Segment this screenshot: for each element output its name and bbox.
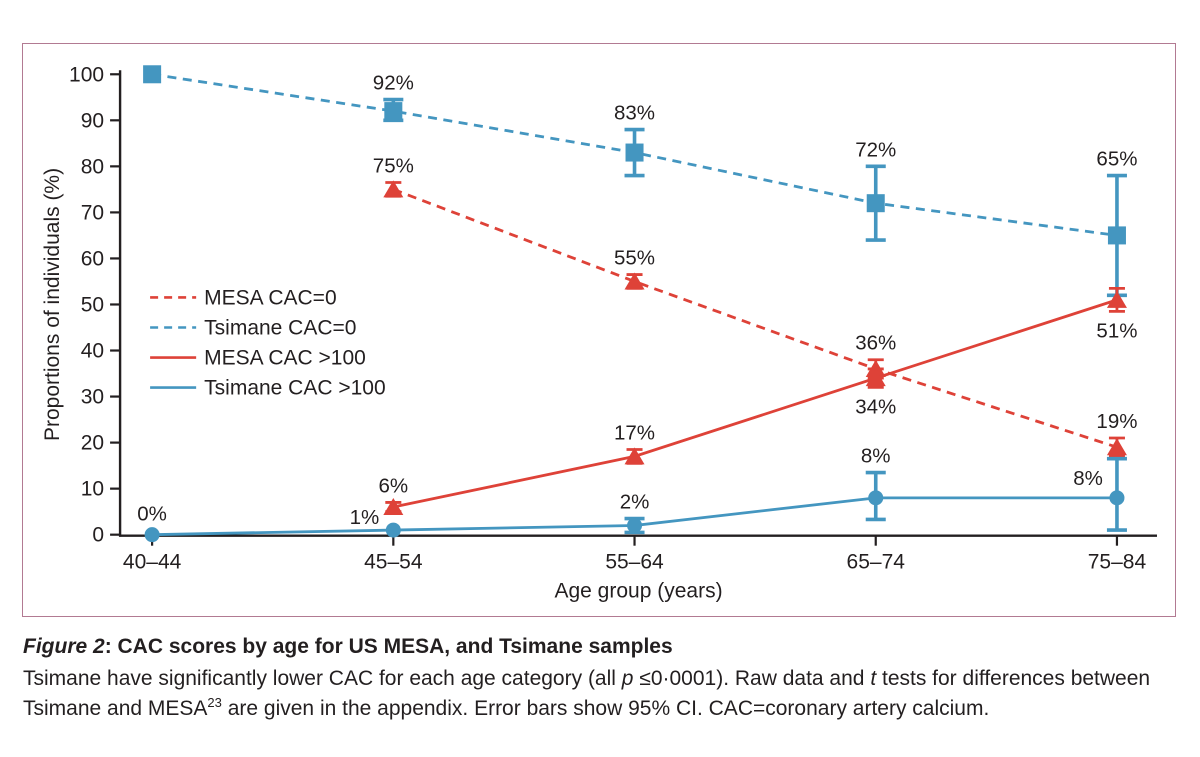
y-tick-label: 80	[81, 155, 104, 178]
caption-t-symbol: t	[870, 667, 877, 690]
caption-title-line: Figure 2: CAC scores by age for US MESA,…	[23, 633, 1183, 661]
legend-label: MESA CAC=0	[204, 286, 336, 309]
data-point-marker-circle	[144, 527, 160, 543]
data-point-marker-triangle	[865, 369, 886, 387]
caption-reference-superscript: 23	[207, 695, 222, 710]
value-label: 8%	[1073, 467, 1103, 490]
y-axis-ticks: 0 10 20 30 40 50 60 70 80 90 100	[69, 63, 121, 547]
series-line	[392, 188, 1118, 449]
y-tick-label: 30	[81, 386, 104, 409]
x-axis-ticks: 40–44 45–54 55–64 65–74 75–84	[123, 535, 1147, 574]
value-label: 2%	[620, 491, 650, 514]
caption-title-text: CAC scores by age for US MESA, and Tsima…	[117, 635, 673, 658]
data-point-marker-square	[625, 143, 644, 162]
data-point-marker-square	[1107, 226, 1126, 245]
series-tsimane-cac-100	[144, 456, 1127, 543]
data-point-marker-square	[384, 102, 403, 121]
x-tick-label: 55–64	[605, 551, 664, 574]
x-tick-label: 75–84	[1088, 551, 1147, 574]
y-tick-label: 100	[69, 63, 104, 86]
value-label: 0%	[137, 503, 167, 526]
data-point-marker-triangle	[624, 447, 645, 465]
data-point-marker-square	[143, 65, 162, 84]
y-tick-label: 60	[81, 247, 104, 270]
figure-caption: Figure 2: CAC scores by age for US MESA,…	[23, 633, 1183, 724]
legend-label: Tsimane CAC=0	[204, 317, 356, 340]
caption-body-text-1: Tsimane have significantly lower CAC for…	[23, 667, 622, 690]
value-label: 36%	[855, 332, 896, 355]
caption-body: Tsimane have significantly lower CAC for…	[23, 664, 1183, 724]
series-line	[393, 298, 1118, 509]
figure-number: Figure 2	[23, 635, 105, 658]
y-tick-label: 20	[81, 432, 104, 455]
value-label: 55%	[614, 247, 655, 270]
caption-body-text-3: tests for differences between Tsimane an…	[23, 667, 1151, 720]
x-tick-label: 65–74	[847, 551, 906, 574]
chart-border-box: 0 10 20 30 40 50 60 70 80 90 100 40–44 45–54 55–64 65–…	[22, 43, 1176, 617]
data-point-marker-circle	[868, 490, 884, 506]
value-label: 51%	[1096, 319, 1137, 342]
data-point-marker-triangle	[1106, 438, 1127, 456]
data-point-marker-triangle	[383, 498, 404, 516]
data-point-marker-circle	[1109, 490, 1125, 506]
y-tick-label: 70	[81, 201, 104, 224]
data-point-marker-triangle	[383, 180, 404, 198]
legend: MESA CAC=0 Tsimane CAC=0 MESA CAC >100 Tsim…	[150, 286, 386, 400]
value-labels: 75% 55% 36% 19% 92% 83% 72% 65% 6% 17% 34% 51% 0% 1% 2…	[137, 72, 1137, 529]
data-point-marker-square	[866, 194, 885, 213]
caption-body-text-4: are given in the appendix. Error bars sh…	[221, 697, 990, 720]
legend-label: Tsimane CAC >100	[204, 377, 386, 400]
y-tick-label: 50	[81, 293, 104, 316]
value-label: 19%	[1096, 410, 1137, 433]
value-label: 75%	[373, 154, 414, 177]
series-tsimane-cac-0	[143, 65, 1127, 298]
y-axis-title: Proportions of individuals (%)	[41, 168, 64, 441]
data-point-marker-triangle	[1106, 290, 1127, 308]
data-point-marker-circle	[385, 522, 401, 538]
x-tick-label: 45–54	[364, 551, 423, 574]
data-point-marker-circle	[627, 517, 643, 533]
value-label: 65%	[1096, 148, 1137, 171]
x-axis-title: Age group (years)	[554, 580, 722, 603]
value-label: 17%	[614, 421, 655, 444]
series-mesa-cac-100	[383, 286, 1127, 516]
value-label: 1%	[350, 506, 380, 529]
y-tick-label: 10	[81, 478, 104, 501]
value-label: 92%	[373, 72, 414, 95]
value-label: 8%	[861, 445, 891, 468]
y-tick-label: 90	[81, 109, 104, 132]
x-tick-label: 40–44	[123, 551, 182, 574]
data-point-marker-triangle	[624, 272, 645, 290]
cac-line-chart: 0 10 20 30 40 50 60 70 80 90 100 40–44 45–54 55–64 65–…	[41, 63, 1157, 603]
caption-p-symbol: p	[621, 667, 634, 690]
value-label: 83%	[614, 102, 655, 125]
value-label: 34%	[855, 395, 896, 418]
value-label: 6%	[379, 474, 409, 497]
caption-separator: :	[104, 635, 118, 658]
y-tick-label: 40	[81, 340, 104, 363]
y-tick-label: 0	[92, 524, 104, 547]
value-label: 72%	[855, 138, 896, 161]
caption-body-text-2: ≤0·0001). Raw data and	[633, 667, 871, 690]
legend-label: MESA CAC >100	[204, 347, 366, 370]
